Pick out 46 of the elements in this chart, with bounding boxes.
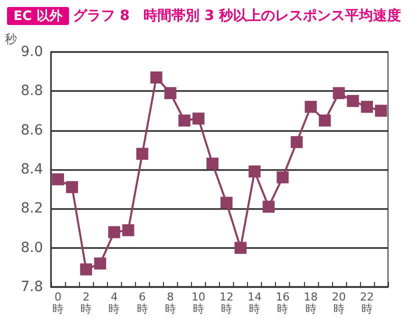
y-tick-label: 8.8 [20,83,43,100]
x-tick-label: 2時 [80,290,92,316]
point [150,71,162,84]
y-tick-label: 8.4 [20,162,44,178]
x-tick-label: 18時 [304,290,318,316]
point [276,171,289,184]
y-tick-label: 8.2 [20,200,43,217]
point [136,148,148,160]
point [108,226,120,238]
point [164,87,176,100]
point [374,104,387,117]
point [94,258,106,270]
chart-title: グラフ 8 時間帯別 3 秒以上のレスポンス平均速度 [73,7,402,24]
point [318,114,331,127]
y-tick-label: 7.8 [20,279,43,295]
point [332,87,345,100]
point [248,165,261,178]
point [304,100,317,113]
x-tick-label: 12時 [220,290,234,316]
x-tick-label: 4時 [108,290,120,316]
point [178,114,190,127]
point [360,100,373,113]
point [290,136,303,148]
text: EC 以外 [9,9,67,24]
x-tick-label: 0時 [52,290,64,316]
y-axis-title: 秒 [5,32,17,46]
point [262,200,275,213]
point [192,112,204,125]
x-tick-label: 22時 [360,290,374,316]
x-tick-label: 16時 [276,290,290,316]
point [220,196,233,209]
point [80,263,92,276]
point [234,242,247,254]
point [206,158,218,170]
y-tick-label: 9.0 [20,44,43,60]
y-tick-label: 8.6 [20,122,44,138]
x-tick-label: 10時 [191,290,206,316]
point [52,173,64,186]
point [346,94,359,107]
x-tick-label: 8時 [164,290,176,316]
point [66,181,78,194]
y-tick-label: 8.0 [20,240,43,256]
x-tick-label: 14時 [248,290,262,316]
x-tick-label: 6時 [136,290,148,316]
point [122,224,134,236]
x-tick-label: 20時 [332,290,346,316]
